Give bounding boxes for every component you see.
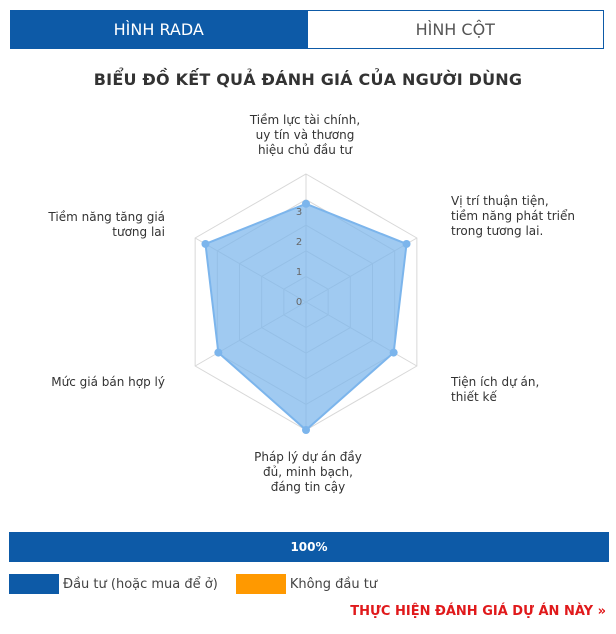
axis-label-amenities: Tiện ích dự án, thiết kế bbox=[451, 375, 540, 404]
tab-bar-chart[interactable]: HÌNH CỘT bbox=[307, 10, 604, 49]
axis-label-appreciation: Tiềm năng tăng giá tương lai bbox=[48, 210, 165, 239]
axis-label-price: Mức giá bán hợp lý bbox=[51, 375, 165, 389]
legend-item-invest: Đầu tư (hoặc mua để ở) bbox=[9, 574, 218, 594]
data-point-5 bbox=[201, 239, 210, 248]
data-point-1 bbox=[402, 239, 411, 248]
progress-fill bbox=[9, 532, 609, 562]
chart-tabs: HÌNH RADA HÌNH CỘT bbox=[10, 10, 604, 49]
data-point-2 bbox=[389, 348, 398, 357]
scale-label-3: 3 bbox=[296, 207, 302, 218]
progress-label: 100% bbox=[290, 540, 328, 554]
axis-label-location: Vị trí thuận tiện, tiềm năng phát triển … bbox=[451, 194, 575, 238]
legend-swatch-not-invest bbox=[235, 574, 286, 594]
scale-label-0: 0 bbox=[296, 297, 302, 308]
progress-bar: 100% bbox=[9, 532, 609, 562]
tab-radar[interactable]: HÌNH RADA bbox=[10, 10, 308, 49]
axis-label-legal: Pháp lý dự án đầy đủ, minh bạch, đáng ti… bbox=[254, 450, 362, 494]
data-point-4 bbox=[214, 348, 223, 357]
scale-label-2: 2 bbox=[296, 237, 302, 248]
radar-chart: 0 1 2 3 bbox=[194, 173, 418, 434]
legend-label-invest: Đầu tư (hoặc mua để ở) bbox=[63, 576, 218, 592]
legend-swatch-invest bbox=[9, 574, 59, 594]
rate-project-link[interactable]: THỰC HIỆN ĐÁNH GIÁ DỰ ÁN NÀY » bbox=[350, 604, 606, 619]
legend-item-not-invest: Không đầu tư bbox=[235, 574, 378, 594]
axis-label-financial-strength: Tiềm lực tài chính, uy tín và thương hiệ… bbox=[249, 113, 361, 157]
chart-title: BIỂU ĐỒ KẾT QUẢ ĐÁNH GIÁ CỦA NGƯỜI DÙNG bbox=[93, 70, 523, 89]
data-point-3 bbox=[302, 426, 310, 434]
legend: Đầu tư (hoặc mua để ở) Không đầu tư bbox=[9, 573, 395, 595]
series-area-0 bbox=[204, 202, 408, 432]
legend-label-not-invest: Không đầu tư bbox=[289, 576, 378, 592]
scale-label-1: 1 bbox=[296, 267, 302, 278]
data-point-0 bbox=[302, 199, 310, 208]
